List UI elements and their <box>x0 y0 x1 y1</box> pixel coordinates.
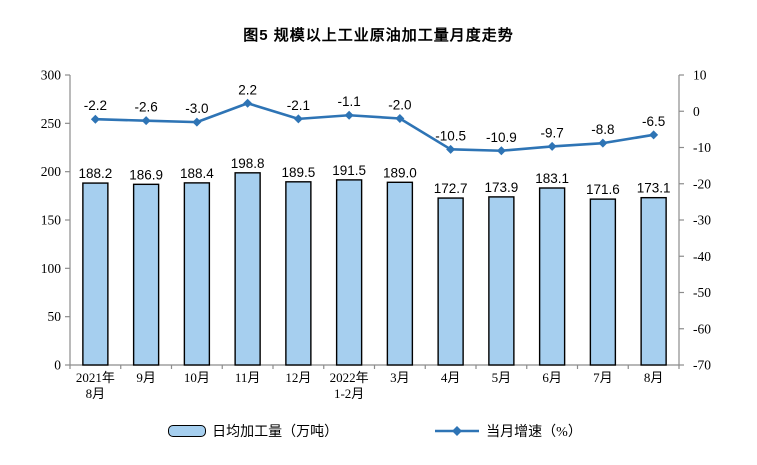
line-marker <box>395 114 405 123</box>
bar-value-label: 188.4 <box>180 166 214 181</box>
legend-item-bar: 日均加工量（万吨） <box>168 421 338 441</box>
x-axis-category-label: 8月 <box>644 370 664 385</box>
bar <box>589 198 617 366</box>
line-value-label: -1.1 <box>337 94 360 109</box>
legend-line-label: 当月增速（%） <box>486 425 582 440</box>
x-axis-category-label: 12月 <box>285 370 311 385</box>
left-axis-tick-label: 150 <box>41 213 62 228</box>
line-marker <box>496 146 506 156</box>
bar <box>386 181 414 366</box>
x-axis-category-label: 4月 <box>441 370 461 385</box>
right-axis-tick-label: 10 <box>693 68 707 83</box>
x-axis-category-label: 2022年 1-2月 <box>330 370 369 401</box>
line-marker <box>293 114 303 124</box>
line-marker <box>446 144 456 154</box>
line-value-label: -2.6 <box>134 100 157 115</box>
bar-value-label: 191.5 <box>332 163 366 178</box>
bar <box>132 183 160 366</box>
bar-value-label: 198.8 <box>231 156 265 171</box>
left-axis-tick-label: 200 <box>41 164 62 179</box>
line-value-label: -8.8 <box>591 122 614 137</box>
bar <box>285 181 312 366</box>
line-value-label: -6.5 <box>642 114 665 129</box>
x-axis-category-label: 3月 <box>390 370 410 385</box>
right-axis-tick-label: -70 <box>693 358 711 373</box>
line-marker <box>649 130 659 140</box>
right-axis-tick-label: -20 <box>693 176 711 191</box>
line-value-label: -2.0 <box>388 98 411 113</box>
legend-item-line: 当月增速（%） <box>434 421 582 441</box>
bar <box>538 187 566 366</box>
left-axis-tick-label: 300 <box>41 68 62 83</box>
x-axis-category-label: 11月 <box>235 370 261 385</box>
line-value-label: -10.9 <box>486 130 517 145</box>
line-value-label: -3.0 <box>185 101 208 116</box>
right-axis-tick-label: -10 <box>693 140 711 155</box>
left-axis-tick-label: 100 <box>41 261 62 276</box>
bar <box>335 179 363 366</box>
bar <box>437 197 464 366</box>
line-marker <box>192 117 202 127</box>
right-axis-tick-label: -30 <box>693 213 711 228</box>
bar-value-label: 189.5 <box>281 165 315 180</box>
bar <box>234 172 261 366</box>
line-marker <box>90 114 100 124</box>
bar-value-label: 171.6 <box>586 182 620 197</box>
bar-value-label: 173.9 <box>484 180 518 195</box>
left-axis-tick-label: 50 <box>48 309 62 324</box>
x-axis-category-label: 2021年 8月 <box>76 370 115 401</box>
bar-value-label: 183.1 <box>535 171 569 186</box>
line-marker <box>141 116 151 126</box>
right-axis-tick-label: 0 <box>693 104 700 119</box>
bar-value-label: 186.9 <box>129 167 163 182</box>
x-axis-category-label: 7月 <box>593 370 613 385</box>
line-value-label: -9.7 <box>540 125 563 140</box>
bar-value-label: 188.2 <box>78 166 112 181</box>
bar-value-label: 173.1 <box>637 181 671 196</box>
x-axis-category-label: 6月 <box>542 370 562 385</box>
bar <box>183 182 211 366</box>
line-value-label: -10.5 <box>435 128 466 143</box>
left-axis-tick-label: 0 <box>54 358 61 373</box>
line-marker <box>547 141 557 151</box>
right-axis-tick-label: -60 <box>693 321 711 336</box>
x-axis-category-label: 9月 <box>136 370 156 385</box>
line-marker <box>243 98 253 108</box>
legend: 日均加工量（万吨） 当月增速（%） <box>70 421 680 441</box>
legend-bar-label: 日均加工量（万吨） <box>212 425 339 440</box>
x-axis-category-label: 5月 <box>492 370 512 385</box>
bar-value-label: 189.0 <box>383 165 417 180</box>
bar <box>640 196 667 366</box>
chart-title: 图5 规模以上工业原油加工量月度走势 <box>243 27 514 44</box>
bar-value-label: 172.7 <box>434 181 468 196</box>
bar <box>82 182 109 366</box>
line-marker <box>598 138 608 148</box>
line-swatch-icon <box>435 426 480 436</box>
line-value-label: 2.2 <box>238 82 257 97</box>
line-value-label: -2.2 <box>84 98 107 113</box>
right-axis-tick-label: -40 <box>693 249 711 264</box>
x-axis-category-label: 10月 <box>184 370 210 385</box>
left-axis-tick-label: 250 <box>41 116 62 131</box>
line-value-label: -2.1 <box>287 98 310 113</box>
bar-swatch-icon <box>168 425 207 437</box>
bar <box>488 196 515 366</box>
right-axis-tick-label: -50 <box>693 285 711 300</box>
line-marker <box>344 110 354 120</box>
line-series <box>94 101 655 153</box>
